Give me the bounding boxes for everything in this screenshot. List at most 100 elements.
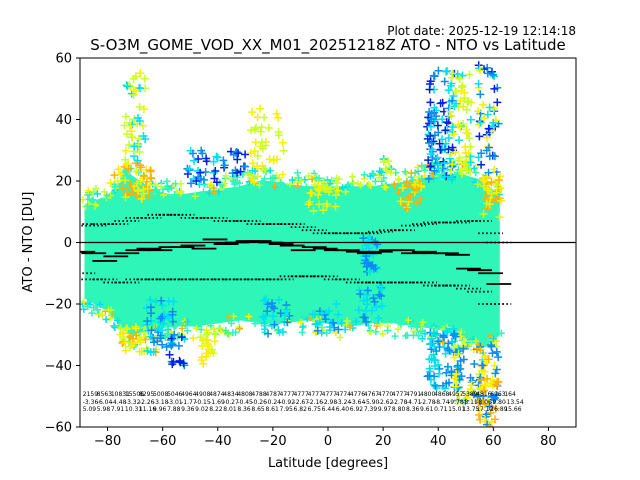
x-tick-label: −40 — [204, 434, 231, 449]
x-tick-label: 60 — [485, 434, 502, 449]
stat-label: 4777 — [392, 391, 407, 398]
data-point — [480, 386, 489, 395]
data-point — [497, 329, 505, 337]
data-point — [467, 340, 475, 348]
data-point — [266, 167, 274, 175]
stat-label: 5.09 — [83, 406, 97, 413]
data-point — [447, 167, 456, 176]
data-point — [119, 329, 128, 338]
data-point — [444, 134, 453, 142]
stat-label: 6963 — [490, 391, 505, 398]
data-point — [147, 174, 156, 183]
data-point — [269, 156, 278, 165]
data-point — [382, 184, 390, 192]
data-point — [144, 191, 153, 200]
data-point — [434, 161, 443, 170]
x-tick-label: −60 — [149, 434, 176, 449]
data-point — [270, 320, 279, 329]
data-point — [459, 397, 468, 406]
stat-label: -9.78 — [448, 399, 464, 406]
data-point — [461, 149, 470, 157]
data-point — [484, 124, 493, 133]
data-point — [485, 103, 494, 112]
data-point — [174, 341, 183, 350]
zonal-statistics-labels: 2159856310831155068295500850464964490848… — [83, 391, 524, 413]
data-point — [394, 325, 402, 333]
data-point — [122, 325, 131, 334]
x-axis-label: Latitude [degrees] — [268, 456, 388, 471]
data-point — [459, 344, 468, 353]
data-point — [325, 188, 334, 196]
data-point — [182, 322, 189, 329]
data-point — [348, 173, 356, 181]
data-point — [94, 306, 101, 314]
data-point — [158, 301, 167, 310]
data-point — [302, 183, 310, 191]
data-point — [202, 330, 211, 339]
data-point — [494, 353, 503, 362]
data-point — [427, 334, 436, 343]
data-point — [376, 321, 384, 329]
data-point — [380, 183, 388, 191]
x-tick-label: 80 — [540, 434, 557, 449]
data-point — [274, 326, 283, 334]
data-point — [249, 167, 256, 175]
data-point — [311, 320, 320, 329]
stat-label: 5008 — [153, 391, 168, 398]
data-point — [488, 349, 497, 358]
data-point — [256, 181, 263, 189]
data-point — [359, 313, 368, 322]
stat-label: 5.98 — [97, 406, 111, 413]
data-point — [331, 191, 340, 200]
data-point — [487, 393, 496, 401]
data-point — [439, 332, 448, 340]
data-point — [102, 316, 110, 323]
data-point — [88, 309, 96, 317]
data-point — [284, 184, 292, 192]
data-point — [480, 65, 488, 74]
data-point — [194, 155, 203, 163]
data-point — [157, 183, 165, 191]
data-point — [490, 84, 499, 93]
data-point — [130, 339, 139, 347]
data-point — [373, 322, 381, 330]
data-point — [382, 167, 391, 176]
stat-label: 4770 — [378, 391, 393, 398]
data-point — [478, 361, 487, 370]
data-point — [467, 377, 476, 386]
data-point — [402, 204, 411, 213]
data-point — [85, 191, 93, 199]
plot-date: Plot date: 2025-12-19 12:14:18 — [387, 24, 576, 38]
data-point — [430, 131, 439, 140]
data-point — [401, 168, 409, 176]
data-point — [455, 74, 464, 83]
data-point — [430, 380, 439, 389]
data-point — [362, 291, 371, 299]
data-point — [379, 330, 387, 338]
stat-label: 16.89 — [490, 406, 507, 413]
stat-label: 5046 — [167, 391, 182, 398]
data-point — [247, 126, 256, 135]
data-point — [431, 381, 440, 390]
scatter-points — [80, 61, 506, 427]
stat-label: 4776 — [350, 391, 365, 398]
data-point — [482, 410, 491, 419]
data-point — [344, 181, 352, 189]
stat-label: 9.02 — [195, 406, 209, 413]
stat-label: 13.75 — [462, 406, 479, 413]
data-point — [449, 92, 458, 100]
data-point — [88, 196, 96, 204]
data-point — [418, 335, 426, 343]
data-point — [125, 141, 134, 149]
stat-label: 4777 — [280, 391, 295, 398]
data-point — [475, 405, 484, 414]
stat-label: 11.16 — [139, 406, 156, 413]
data-point — [260, 113, 269, 122]
data-point — [403, 203, 412, 212]
data-point — [219, 156, 228, 165]
data-point — [428, 171, 436, 179]
data-point — [204, 340, 212, 349]
data-point — [425, 85, 434, 94]
data-point — [116, 170, 125, 179]
y-tick-label: −60 — [45, 421, 72, 436]
